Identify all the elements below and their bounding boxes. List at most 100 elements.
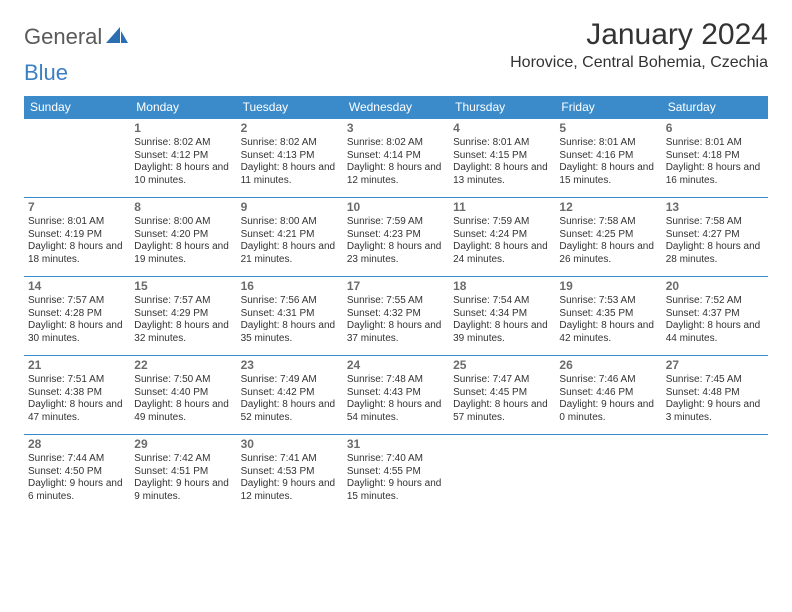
day-cell: 11Sunrise: 7:59 AMSunset: 4:24 PMDayligh… — [449, 198, 555, 277]
month-title: January 2024 — [510, 18, 768, 52]
sunset-text: Sunset: 4:12 PM — [134, 150, 232, 163]
sunset-text: Sunset: 4:55 PM — [347, 466, 445, 479]
sunset-text: Sunset: 4:53 PM — [241, 466, 339, 479]
day-number: 29 — [134, 437, 232, 452]
day-cell: 21Sunrise: 7:51 AMSunset: 4:38 PMDayligh… — [24, 356, 130, 435]
sunset-text: Sunset: 4:50 PM — [28, 466, 126, 479]
day-cell: 2Sunrise: 8:02 AMSunset: 4:13 PMDaylight… — [237, 119, 343, 198]
day-cell: 18Sunrise: 7:54 AMSunset: 4:34 PMDayligh… — [449, 277, 555, 356]
sunrise-text: Sunrise: 7:44 AM — [28, 453, 126, 466]
day-cell: 9Sunrise: 8:00 AMSunset: 4:21 PMDaylight… — [237, 198, 343, 277]
sunrise-text: Sunrise: 8:00 AM — [241, 216, 339, 229]
day-number: 30 — [241, 437, 339, 452]
daylight-text: Daylight: 9 hours and 12 minutes. — [241, 478, 339, 503]
daylight-text: Daylight: 8 hours and 44 minutes. — [666, 320, 764, 345]
sunset-text: Sunset: 4:16 PM — [559, 150, 657, 163]
daylight-text: Daylight: 8 hours and 23 minutes. — [347, 241, 445, 266]
day-cell: 29Sunrise: 7:42 AMSunset: 4:51 PMDayligh… — [130, 435, 236, 514]
day-number: 12 — [559, 200, 657, 215]
day-cell: 12Sunrise: 7:58 AMSunset: 4:25 PMDayligh… — [555, 198, 661, 277]
day-number: 2 — [241, 121, 339, 136]
dayhead-thu: Thursday — [449, 96, 555, 119]
day-cell: 5Sunrise: 8:01 AMSunset: 4:16 PMDaylight… — [555, 119, 661, 198]
sunset-text: Sunset: 4:20 PM — [134, 229, 232, 242]
day-number: 13 — [666, 200, 764, 215]
day-cell: 24Sunrise: 7:48 AMSunset: 4:43 PMDayligh… — [343, 356, 449, 435]
week-row: 21Sunrise: 7:51 AMSunset: 4:38 PMDayligh… — [24, 356, 768, 435]
sunrise-text: Sunrise: 8:01 AM — [559, 137, 657, 150]
day-cell: 19Sunrise: 7:53 AMSunset: 4:35 PMDayligh… — [555, 277, 661, 356]
sunset-text: Sunset: 4:13 PM — [241, 150, 339, 163]
daylight-text: Daylight: 9 hours and 15 minutes. — [347, 478, 445, 503]
day-cell — [449, 435, 555, 514]
day-number: 9 — [241, 200, 339, 215]
dayhead-sun: Sunday — [24, 96, 130, 119]
sunrise-text: Sunrise: 7:49 AM — [241, 374, 339, 387]
daylight-text: Daylight: 8 hours and 12 minutes. — [347, 162, 445, 187]
day-number: 19 — [559, 279, 657, 294]
sunrise-text: Sunrise: 8:01 AM — [453, 137, 551, 150]
day-number: 20 — [666, 279, 764, 294]
day-cell — [555, 435, 661, 514]
sunrise-text: Sunrise: 7:55 AM — [347, 295, 445, 308]
sunset-text: Sunset: 4:21 PM — [241, 229, 339, 242]
sunset-text: Sunset: 4:46 PM — [559, 387, 657, 400]
sunset-text: Sunset: 4:37 PM — [666, 308, 764, 321]
sunset-text: Sunset: 4:18 PM — [666, 150, 764, 163]
day-number: 23 — [241, 358, 339, 373]
day-cell: 30Sunrise: 7:41 AMSunset: 4:53 PMDayligh… — [237, 435, 343, 514]
sunset-text: Sunset: 4:43 PM — [347, 387, 445, 400]
sunrise-text: Sunrise: 8:01 AM — [666, 137, 764, 150]
day-cell: 17Sunrise: 7:55 AMSunset: 4:32 PMDayligh… — [343, 277, 449, 356]
day-number: 26 — [559, 358, 657, 373]
day-cell: 1Sunrise: 8:02 AMSunset: 4:12 PMDaylight… — [130, 119, 236, 198]
daylight-text: Daylight: 8 hours and 26 minutes. — [559, 241, 657, 266]
day-cell: 8Sunrise: 8:00 AMSunset: 4:20 PMDaylight… — [130, 198, 236, 277]
day-number: 17 — [347, 279, 445, 294]
daylight-text: Daylight: 9 hours and 0 minutes. — [559, 399, 657, 424]
sunset-text: Sunset: 4:23 PM — [347, 229, 445, 242]
daylight-text: Daylight: 8 hours and 49 minutes. — [134, 399, 232, 424]
sunrise-text: Sunrise: 7:46 AM — [559, 374, 657, 387]
daylight-text: Daylight: 8 hours and 42 minutes. — [559, 320, 657, 345]
sunset-text: Sunset: 4:45 PM — [453, 387, 551, 400]
day-cell: 28Sunrise: 7:44 AMSunset: 4:50 PMDayligh… — [24, 435, 130, 514]
sunrise-text: Sunrise: 7:42 AM — [134, 453, 232, 466]
daylight-text: Daylight: 8 hours and 11 minutes. — [241, 162, 339, 187]
week-row: 28Sunrise: 7:44 AMSunset: 4:50 PMDayligh… — [24, 435, 768, 514]
dayhead-mon: Monday — [130, 96, 236, 119]
day-number: 18 — [453, 279, 551, 294]
daylight-text: Daylight: 8 hours and 15 minutes. — [559, 162, 657, 187]
daylight-text: Daylight: 9 hours and 6 minutes. — [28, 478, 126, 503]
day-cell: 16Sunrise: 7:56 AMSunset: 4:31 PMDayligh… — [237, 277, 343, 356]
daylight-text: Daylight: 8 hours and 24 minutes. — [453, 241, 551, 266]
week-row: 14Sunrise: 7:57 AMSunset: 4:28 PMDayligh… — [24, 277, 768, 356]
day-cell: 20Sunrise: 7:52 AMSunset: 4:37 PMDayligh… — [662, 277, 768, 356]
week-row: 7Sunrise: 8:01 AMSunset: 4:19 PMDaylight… — [24, 198, 768, 277]
sunset-text: Sunset: 4:29 PM — [134, 308, 232, 321]
daylight-text: Daylight: 9 hours and 3 minutes. — [666, 399, 764, 424]
day-cell: 3Sunrise: 8:02 AMSunset: 4:14 PMDaylight… — [343, 119, 449, 198]
sunrise-text: Sunrise: 8:00 AM — [134, 216, 232, 229]
day-cell: 13Sunrise: 7:58 AMSunset: 4:27 PMDayligh… — [662, 198, 768, 277]
day-cell: 31Sunrise: 7:40 AMSunset: 4:55 PMDayligh… — [343, 435, 449, 514]
day-number: 27 — [666, 358, 764, 373]
day-number: 4 — [453, 121, 551, 136]
day-number: 14 — [28, 279, 126, 294]
day-number: 21 — [28, 358, 126, 373]
daylight-text: Daylight: 8 hours and 47 minutes. — [28, 399, 126, 424]
day-number: 31 — [347, 437, 445, 452]
day-number: 5 — [559, 121, 657, 136]
day-cell: 15Sunrise: 7:57 AMSunset: 4:29 PMDayligh… — [130, 277, 236, 356]
day-cell: 10Sunrise: 7:59 AMSunset: 4:23 PMDayligh… — [343, 198, 449, 277]
daylight-text: Daylight: 8 hours and 13 minutes. — [453, 162, 551, 187]
day-number: 1 — [134, 121, 232, 136]
sunrise-text: Sunrise: 8:02 AM — [134, 137, 232, 150]
sunset-text: Sunset: 4:40 PM — [134, 387, 232, 400]
day-cell: 25Sunrise: 7:47 AMSunset: 4:45 PMDayligh… — [449, 356, 555, 435]
sunrise-text: Sunrise: 7:41 AM — [241, 453, 339, 466]
daylight-text: Daylight: 8 hours and 30 minutes. — [28, 320, 126, 345]
brand-logo: General — [24, 24, 130, 50]
sunset-text: Sunset: 4:51 PM — [134, 466, 232, 479]
daylight-text: Daylight: 8 hours and 21 minutes. — [241, 241, 339, 266]
